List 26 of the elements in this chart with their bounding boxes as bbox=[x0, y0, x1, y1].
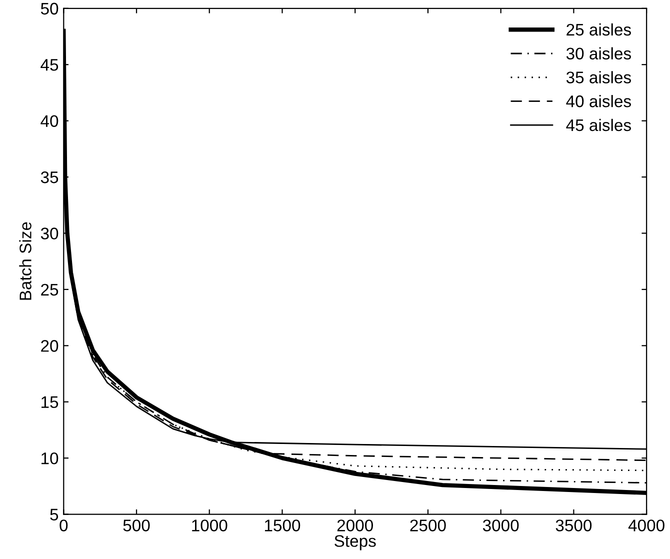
legend-label: 45 aisles bbox=[566, 118, 631, 132]
x-tick-label: 3000 bbox=[482, 520, 519, 532]
y-tick-label: 5 bbox=[50, 508, 58, 520]
legend-label: 25 aisles bbox=[566, 23, 631, 36]
x-tick-label: 500 bbox=[123, 520, 150, 532]
legend-label: 40 aisles bbox=[566, 94, 631, 108]
x-tick-label: 4000 bbox=[628, 520, 664, 532]
x-tick-label: 1000 bbox=[192, 520, 228, 532]
y-axis-title: Batch Size bbox=[19, 222, 32, 300]
y-tick-label: 30 bbox=[40, 228, 58, 240]
x-tick-label: 3500 bbox=[556, 520, 592, 532]
x-tick-label: 2000 bbox=[337, 520, 373, 532]
legend-label: 35 aisles bbox=[566, 71, 631, 84]
y-tick-label: 10 bbox=[42, 452, 58, 464]
legend-label: 30 aisles bbox=[566, 47, 631, 60]
x-tick-label: 2500 bbox=[410, 520, 446, 532]
y-tick-label: 40 bbox=[40, 115, 58, 128]
y-tick-label: 25 bbox=[41, 284, 58, 296]
y-tick-label: 20 bbox=[41, 340, 58, 352]
y-tick-label: 45 bbox=[40, 59, 58, 71]
x-tick-label: 1500 bbox=[264, 520, 300, 532]
x-axis-title: Steps bbox=[334, 535, 376, 550]
y-tick-label: 35 bbox=[40, 171, 58, 184]
y-tick-label: 50 bbox=[40, 2, 58, 15]
y-tick-label: 15 bbox=[42, 396, 58, 408]
x-tick-label: 0 bbox=[60, 520, 68, 532]
